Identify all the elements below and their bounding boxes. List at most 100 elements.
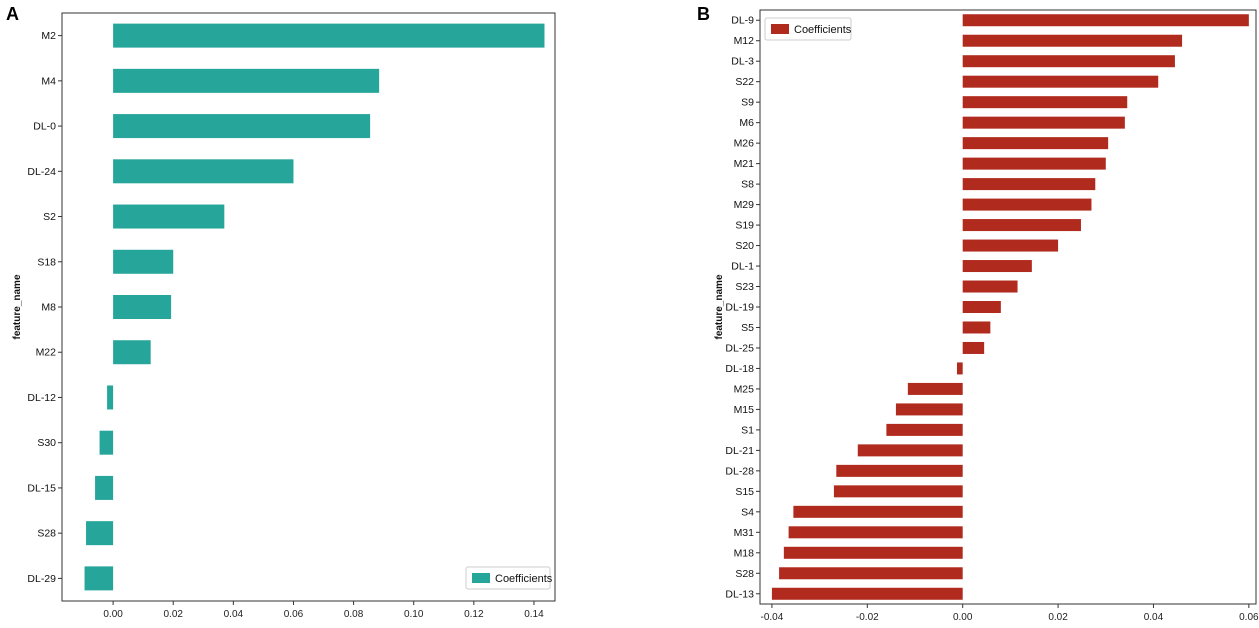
bar-a-dl-24 bbox=[113, 159, 294, 184]
y-axis-title-b: feature_name bbox=[714, 274, 725, 339]
legend-swatch-b bbox=[771, 24, 789, 34]
category-label-b-s19: S19 bbox=[735, 220, 754, 232]
bar-b-s8 bbox=[962, 178, 1096, 191]
category-label-b-m29: M29 bbox=[734, 199, 755, 211]
x-tick-label-b: 0.06 bbox=[1239, 612, 1259, 623]
category-label-b-m25: M25 bbox=[734, 383, 755, 395]
bar-a-m22 bbox=[113, 340, 151, 365]
category-label-b-dl-3: DL-3 bbox=[731, 56, 754, 68]
legend-label-b: Coefficients bbox=[794, 24, 852, 36]
bar-b-m25 bbox=[907, 382, 963, 395]
panel-b: -0.04 -0.02 0.00 0.02 0.04 0.06 DL-9 M12 DL-3 S22… bbox=[714, 14, 1259, 623]
category-label-a-dl-15: DL-15 bbox=[27, 482, 56, 494]
bar-b-dl-19 bbox=[962, 301, 1001, 313]
bar-b-s22 bbox=[962, 75, 1159, 88]
category-label-b-dl-28: DL-28 bbox=[725, 465, 754, 477]
x-tick-label-a: 0.02 bbox=[163, 609, 183, 620]
category-label-b-dl-25: DL-25 bbox=[725, 342, 754, 354]
category-label-b-m21: M21 bbox=[734, 158, 755, 170]
x-tick-label-b: 0.04 bbox=[1144, 612, 1164, 623]
bar-b-m15 bbox=[895, 403, 963, 416]
category-label-b-dl-19: DL-19 bbox=[725, 302, 754, 314]
bar-a-dl-29 bbox=[84, 566, 114, 591]
category-label-a-s28: S28 bbox=[37, 528, 56, 540]
bar-b-m12 bbox=[962, 34, 1183, 47]
x-tick-label-b: -0.04 bbox=[761, 612, 784, 623]
bar-b-s19 bbox=[962, 219, 1081, 232]
legend-swatch-a bbox=[472, 573, 490, 583]
category-label-b-dl-21: DL-21 bbox=[725, 445, 754, 457]
bar-b-m6 bbox=[962, 116, 1125, 129]
category-label-b-s8: S8 bbox=[741, 179, 754, 191]
bar-b-dl-21 bbox=[857, 444, 963, 457]
category-label-b-s15: S15 bbox=[735, 486, 754, 498]
category-label-a-s2: S2 bbox=[43, 211, 56, 223]
x-tick-label-a: 0.14 bbox=[524, 609, 544, 620]
bar-a-dl-12 bbox=[107, 385, 114, 410]
category-label-b-dl-1: DL-1 bbox=[731, 261, 754, 273]
category-label-b-s22: S22 bbox=[735, 76, 754, 88]
plot-frame-b bbox=[759, 9, 1257, 605]
category-label-b-s9: S9 bbox=[741, 97, 754, 109]
category-label-a-m22: M22 bbox=[36, 347, 57, 359]
x-tick-label-a: 0.10 bbox=[404, 609, 424, 620]
category-label-a-dl-12: DL-12 bbox=[27, 392, 56, 404]
panel-label-b: B bbox=[697, 4, 710, 24]
category-label-a-s18: S18 bbox=[37, 256, 56, 268]
x-tick-label-a: 0.08 bbox=[344, 609, 364, 620]
category-label-a-dl-0: DL-0 bbox=[33, 121, 56, 133]
bar-b-s20 bbox=[962, 239, 1059, 252]
bar-b-s1 bbox=[886, 423, 963, 436]
category-label-b-s23: S23 bbox=[735, 281, 754, 293]
bar-a-s28 bbox=[86, 521, 114, 546]
category-label-b-dl-18: DL-18 bbox=[725, 363, 754, 375]
x-tick-label-a: 0.06 bbox=[284, 609, 304, 620]
panel-a: 0.00 0.02 0.04 0.06 0.08 0.10 0.12 0.14 M2 M4 DL-0… bbox=[12, 23, 553, 620]
bar-b-m29 bbox=[962, 198, 1092, 211]
category-label-b-m15: M15 bbox=[734, 404, 755, 416]
x-tick-label-b: 0.00 bbox=[953, 612, 973, 623]
bar-b-dl-28 bbox=[836, 464, 963, 477]
bar-b-m21 bbox=[962, 157, 1106, 170]
category-label-a-dl-24: DL-24 bbox=[27, 166, 56, 178]
x-tick-label-a: 0.00 bbox=[103, 609, 123, 620]
category-label-b-m26: M26 bbox=[734, 138, 755, 150]
bar-b-m31 bbox=[788, 526, 963, 539]
category-label-b-dl-13: DL-13 bbox=[725, 588, 754, 600]
category-label-b-s1: S1 bbox=[741, 424, 754, 436]
legend-box-a bbox=[465, 566, 551, 590]
bar-b-s5 bbox=[962, 321, 991, 334]
bar-a-m4 bbox=[113, 68, 380, 93]
x-tick-label-b: -0.02 bbox=[856, 612, 879, 623]
bar-b-dl-1 bbox=[962, 260, 1032, 273]
bar-a-s18 bbox=[113, 249, 174, 274]
bar-b-s4 bbox=[793, 505, 963, 518]
category-label-b-m31: M31 bbox=[734, 527, 755, 539]
category-label-b-dl-9: DL-9 bbox=[731, 15, 754, 27]
bar-b-dl-18 bbox=[956, 362, 963, 375]
panel-label-a: A bbox=[6, 4, 19, 24]
category-label-a-s30: S30 bbox=[37, 437, 56, 449]
legend-box-b bbox=[764, 17, 852, 41]
category-label-a-m4: M4 bbox=[41, 75, 56, 87]
category-label-b-s28: S28 bbox=[735, 568, 754, 580]
legend-label-a: Coefficients bbox=[495, 573, 553, 585]
bar-b-dl-13 bbox=[771, 587, 963, 600]
x-tick-label-b: 0.02 bbox=[1048, 612, 1068, 623]
bar-b-s28 bbox=[779, 567, 963, 580]
bar-b-dl-9 bbox=[962, 14, 1249, 27]
bar-b-m18 bbox=[783, 546, 963, 559]
x-tick-label-a: 0.04 bbox=[224, 609, 244, 620]
bar-a-m8 bbox=[113, 295, 172, 319]
category-label-a-m2: M2 bbox=[41, 30, 56, 42]
bar-b-s23 bbox=[962, 280, 1018, 293]
bar-a-s30 bbox=[99, 430, 114, 455]
bar-b-m26 bbox=[962, 137, 1109, 150]
category-label-b-s4: S4 bbox=[741, 506, 754, 518]
bar-b-s9 bbox=[962, 96, 1128, 109]
bar-b-s15 bbox=[833, 485, 963, 498]
category-label-a-m8: M8 bbox=[41, 302, 56, 314]
category-label-b-m12: M12 bbox=[734, 35, 755, 47]
